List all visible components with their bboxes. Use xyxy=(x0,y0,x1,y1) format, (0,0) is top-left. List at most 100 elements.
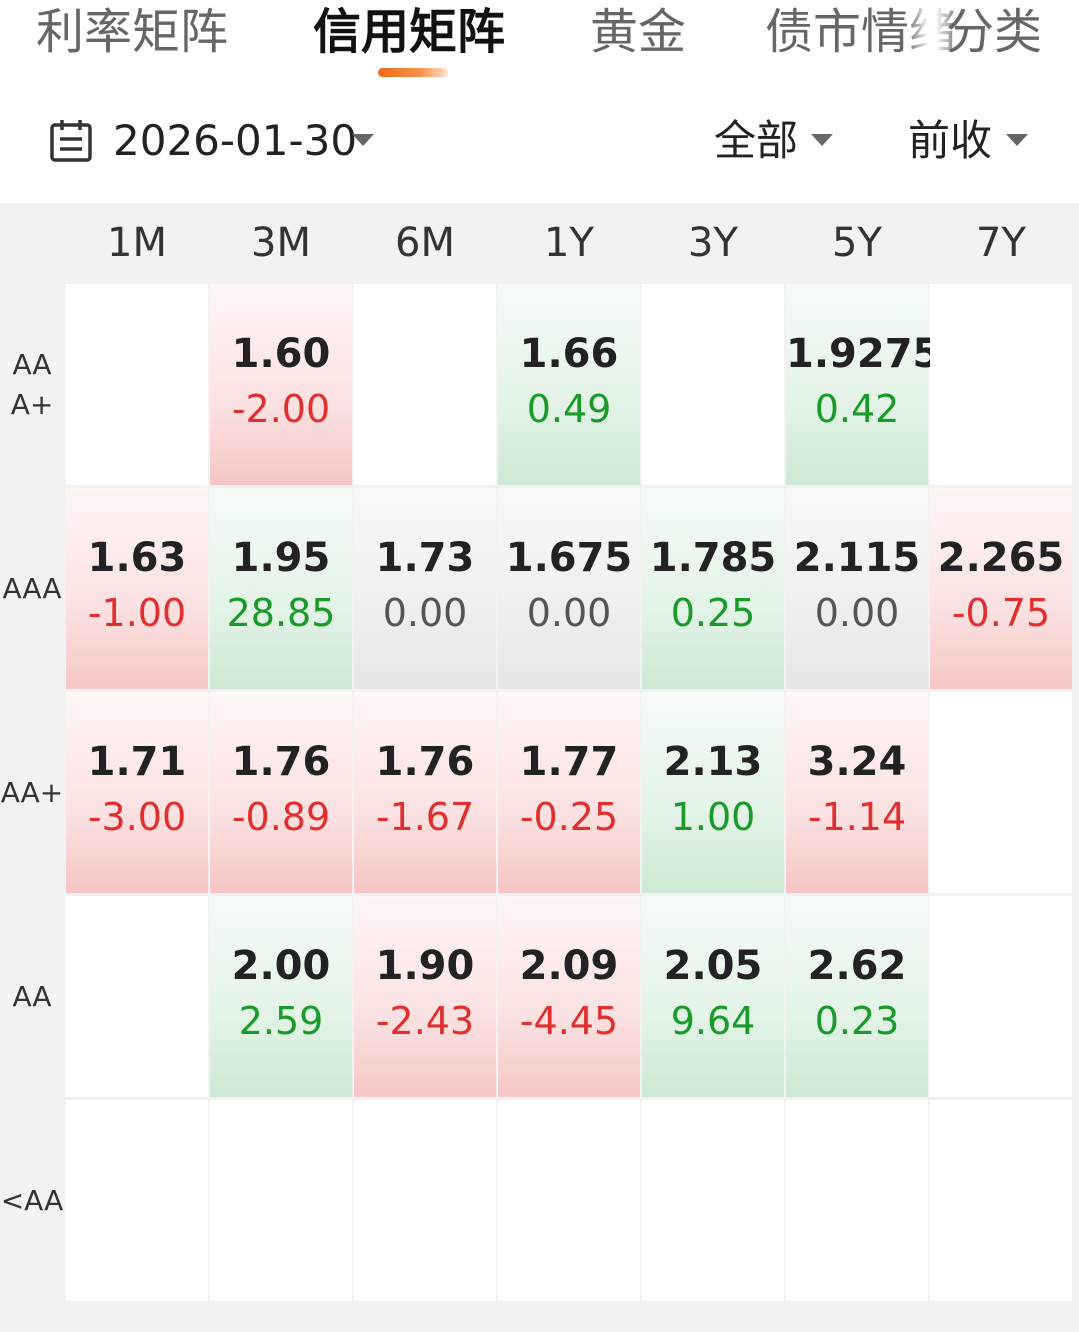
matrix-cell[interactable]: 1.77 -0.25 xyxy=(498,692,640,893)
cell-change-value: -4.45 xyxy=(519,999,619,1043)
matrix-cell-empty xyxy=(66,1100,208,1301)
matrix-cell[interactable]: 2.00 2.59 xyxy=(210,896,352,1097)
matrix-cell[interactable]: 1.675 0.00 xyxy=(498,488,640,689)
matrix-cell-empty xyxy=(354,1100,496,1301)
row-header-rating: <AA xyxy=(0,1100,64,1301)
cell-change-value: 0.49 xyxy=(526,387,612,431)
matrix-cell-empty xyxy=(930,692,1072,893)
credit-matrix-grid: 1M 3M 6M 1Y 3Y 5Y 7Y AAA+ 1.60 -2.00 1.66 0.49 1.927… xyxy=(0,203,1079,1332)
basis-dropdown-caret-icon[interactable] xyxy=(1006,134,1028,146)
scope-dropdown-caret-icon[interactable] xyxy=(811,134,833,146)
cell-yield-value: 1.95 xyxy=(231,535,331,581)
row-header-label: AAA xyxy=(2,571,62,605)
matrix-cell[interactable]: 1.60 -2.00 xyxy=(210,284,352,485)
cell-change-value: -3.00 xyxy=(87,795,187,839)
cell-yield-value: 2.62 xyxy=(807,943,907,989)
cell-change-value: 0.00 xyxy=(814,591,900,635)
cell-change-value: 0.25 xyxy=(670,591,756,635)
tab-gold[interactable]: 黄金 xyxy=(590,4,687,60)
matrix-cell[interactable]: 1.90 -2.43 xyxy=(354,896,496,1097)
tab-credit-matrix[interactable]: 信用矩阵 xyxy=(313,4,506,60)
matrix-cell[interactable]: 1.73 0.00 xyxy=(354,488,496,689)
column-header-6m: 6M xyxy=(354,203,496,283)
cell-yield-value: 1.60 xyxy=(231,331,331,377)
row-header-rating: AAA xyxy=(0,488,64,689)
matrix-cell-empty xyxy=(66,896,208,1097)
matrix-cell[interactable]: 1.785 0.25 xyxy=(642,488,784,689)
matrix-cell-empty xyxy=(642,284,784,485)
row-header-rating: AA xyxy=(0,896,64,1097)
matrix-cell[interactable]: 2.115 0.00 xyxy=(786,488,928,689)
row-header-label: AAA+ xyxy=(10,347,54,421)
cell-yield-value: 2.115 xyxy=(793,535,921,581)
cell-yield-value: 1.77 xyxy=(519,739,619,785)
cell-change-value: 0.00 xyxy=(382,591,468,635)
matrix-cell[interactable]: 1.9275 0.42 xyxy=(786,284,941,485)
cell-yield-value: 2.09 xyxy=(519,943,619,989)
cell-change-value: -1.00 xyxy=(87,591,187,635)
matrix-cell-empty xyxy=(210,1100,352,1301)
matrix-cell[interactable]: 1.66 0.49 xyxy=(498,284,640,485)
top-tab-bar: 利率矩阵 信用矩阵 黄金 债市情绪 分类 xyxy=(0,0,1079,90)
cell-yield-value: 1.9275 xyxy=(786,331,941,377)
basis-dropdown-label[interactable]: 前收 xyxy=(908,116,993,165)
matrix-cell[interactable]: 1.76 -1.67 xyxy=(354,692,496,893)
cell-yield-value: 3.24 xyxy=(807,739,907,785)
calendar-icon xyxy=(50,120,92,162)
row-header-label: AA xyxy=(12,979,52,1013)
tab-overflow-fade xyxy=(905,0,960,70)
cell-change-value: -2.00 xyxy=(231,387,331,431)
matrix-cell[interactable]: 3.24 -1.14 xyxy=(786,692,928,893)
date-dropdown-caret-icon[interactable] xyxy=(352,134,374,146)
column-header-7y: 7Y xyxy=(930,203,1072,283)
column-header-1m: 1M xyxy=(66,203,208,283)
matrix-cell[interactable]: 1.63 -1.00 xyxy=(66,488,208,689)
row-header-label: AA+ xyxy=(0,775,64,809)
matrix-cell[interactable]: 2.09 -4.45 xyxy=(498,896,640,1097)
matrix-cell-empty xyxy=(642,1100,784,1301)
column-header-5y: 5Y xyxy=(786,203,928,283)
row-header-label: <AA xyxy=(0,1183,64,1217)
cell-change-value: 2.59 xyxy=(238,999,324,1043)
cell-yield-value: 1.71 xyxy=(87,739,187,785)
matrix-cell-empty xyxy=(930,896,1072,1097)
row-header-rating: AA+ xyxy=(0,692,64,893)
cell-change-value: 0.00 xyxy=(526,591,612,635)
column-header-1y: 1Y xyxy=(498,203,640,283)
matrix-cell-empty xyxy=(354,284,496,485)
matrix-cell[interactable]: 2.05 9.64 xyxy=(642,896,784,1097)
tab-category[interactable]: 分类 xyxy=(946,4,1043,60)
filter-bar: 2026-01-30 全部 前收 xyxy=(0,100,1079,195)
cell-yield-value: 1.76 xyxy=(231,739,331,785)
cell-yield-value: 2.13 xyxy=(663,739,763,785)
cell-change-value: 0.42 xyxy=(814,387,900,431)
cell-change-value: -0.25 xyxy=(519,795,619,839)
cell-change-value: -2.43 xyxy=(375,999,475,1043)
matrix-cell-empty xyxy=(498,1100,640,1301)
scope-dropdown-label[interactable]: 全部 xyxy=(714,116,799,165)
matrix-cell[interactable]: 1.71 -3.00 xyxy=(66,692,208,893)
cell-change-value: -1.14 xyxy=(807,795,907,839)
matrix-cell[interactable]: 2.13 1.00 xyxy=(642,692,784,893)
cell-yield-value: 1.76 xyxy=(375,739,475,785)
matrix-cell[interactable]: 2.265 -0.75 xyxy=(930,488,1072,689)
active-tab-indicator xyxy=(378,68,448,77)
cell-yield-value: 1.675 xyxy=(505,535,633,581)
cell-yield-value: 1.785 xyxy=(649,535,777,581)
matrix-cell-empty xyxy=(930,1100,1072,1301)
matrix-cell[interactable]: 1.76 -0.89 xyxy=(210,692,352,893)
cell-change-value: 0.23 xyxy=(814,999,900,1043)
tab-rate-matrix[interactable]: 利率矩阵 xyxy=(36,4,229,60)
matrix-cell[interactable]: 1.95 28.85 xyxy=(210,488,352,689)
row-header-rating: AAA+ xyxy=(0,284,64,485)
cell-yield-value: 1.73 xyxy=(375,535,475,581)
cell-yield-value: 1.90 xyxy=(375,943,475,989)
matrix-cell-empty xyxy=(786,1100,928,1301)
matrix-cell-empty xyxy=(930,284,1072,485)
cell-change-value: -1.67 xyxy=(375,795,475,839)
cell-yield-value: 2.00 xyxy=(231,943,331,989)
cell-change-value: 9.64 xyxy=(670,999,756,1043)
selected-date[interactable]: 2026-01-30 xyxy=(113,116,358,165)
matrix-cell[interactable]: 2.62 0.23 xyxy=(786,896,928,1097)
column-header-3m: 3M xyxy=(210,203,352,283)
